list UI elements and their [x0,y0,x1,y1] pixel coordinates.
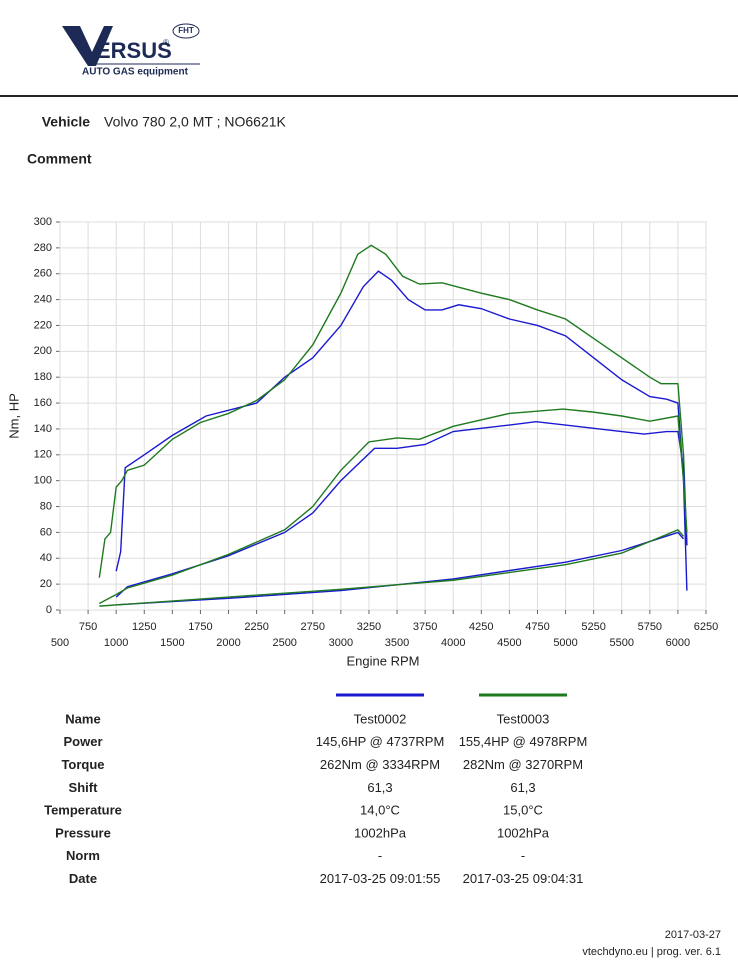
table-cell: 61,3 [367,780,392,795]
y-tick-label: 140 [34,423,52,435]
x-tick-label: 3500 [385,637,409,649]
x-tick-label: 4250 [469,621,493,633]
x-tick-label: 750 [79,621,97,633]
logo-badge-ring [172,23,200,39]
logo-tagline: AUTO GAS equipment [82,67,189,78]
x-tick-label: 1000 [104,637,128,649]
y-tick-label: 0 [46,604,52,616]
x-tick-label: 3750 [413,621,437,633]
y-tick-label: 40 [40,552,52,564]
table-cell: - [378,848,382,863]
x-tick-label: 5000 [553,637,577,649]
table-cell: 2017-03-25 09:01:55 [320,871,441,886]
logo: ERSUS ® FHT AUTO GAS equipment [62,23,200,78]
x-tick-label: 500 [51,637,69,649]
series-line [115,270,688,591]
comment-label: Comment [27,151,92,167]
x-tick-label: 2750 [301,621,325,633]
series-line [98,408,688,605]
series-line [98,244,688,578]
vehicle-value: Volvo 780 2,0 MT ; NO6621K [104,114,287,130]
table-cell: 2017-03-25 09:04:31 [463,871,584,886]
table-cell: 262Nm @ 3334RPM [320,757,440,772]
y-tick-label: 280 [34,242,52,254]
table-cell: 15,0°C [503,803,543,818]
table-cell: 61,3 [510,780,535,795]
x-tick-label: 6000 [666,637,690,649]
y-tick-label: 60 [40,526,52,538]
logo-reg: ® [163,38,169,47]
logo-text: ERSUS [96,38,172,63]
footer-date: 2017-03-27 [665,929,721,941]
y-tick-label: 120 [34,449,52,461]
series-line [116,531,685,606]
x-tick-label: 5250 [581,621,605,633]
y-tick-label: 100 [34,475,52,487]
y-tick-label: 240 [34,294,52,306]
series-line [99,528,685,607]
x-tick-label: 2500 [272,637,296,649]
x-tick-label: 2250 [244,621,268,633]
x-tick-label: 2000 [216,637,240,649]
logo-v [62,26,113,66]
table-label: Pressure [55,825,111,840]
table-cell: 1002hPa [497,825,550,840]
table-label: Temperature [44,803,122,818]
series-line [115,420,688,598]
y-tick-label: 200 [34,345,52,357]
table-cell: - [521,848,525,863]
plot-frame [59,221,707,611]
logo-badge: FHT [178,26,194,35]
x-tick-label: 4000 [441,637,465,649]
table-label: Name [65,711,100,726]
table-label: Power [63,734,102,749]
table-cell: 145,6HP @ 4737RPM [316,734,445,749]
y-tick-label: 20 [40,578,52,590]
y-tick-label: 300 [34,216,52,228]
chart: 0 20 40 60 80 100 120 140 160 180 200 220 240 260 280 3… [6,216,718,669]
x-tick-label: 6250 [694,621,718,633]
table-cell: 282Nm @ 3270RPM [463,757,583,772]
x-tick-label: 1500 [160,637,184,649]
table-label: Norm [66,848,100,863]
y-tick-label: 260 [34,268,52,280]
x-tick-label: 3250 [357,621,381,633]
y-tick-label: 180 [34,371,52,383]
table-cell: 1002hPa [354,825,407,840]
x-tick-label: 1250 [132,621,156,633]
table-label: Date [69,871,97,886]
y-tick-label: 220 [34,319,52,331]
table-cell: 155,4HP @ 4978RPM [459,734,588,749]
x-tick-label: 4500 [497,637,521,649]
x-tick-label: 1750 [188,621,212,633]
table-cell: 14,0°C [360,803,400,818]
x-tick-label: 5750 [638,621,662,633]
y-tick-label: 80 [40,500,52,512]
x-tick-label: 4750 [525,621,549,633]
table-label: Torque [61,757,104,772]
x-axis-label: Engine RPM [347,653,420,668]
y-tick-label: 160 [34,397,52,409]
table-label: Shift [69,780,99,795]
x-tick-label: 3000 [329,637,353,649]
x-tick-label: 5500 [609,637,633,649]
footer-version: vtechdyno.eu | prog. ver. 6.1 [582,946,721,958]
vehicle-label: Vehicle [42,114,90,130]
table-cell: Test0002 [354,711,407,726]
y-axis-label: Nm, HP [6,393,21,439]
table-cell: Test0003 [497,711,550,726]
